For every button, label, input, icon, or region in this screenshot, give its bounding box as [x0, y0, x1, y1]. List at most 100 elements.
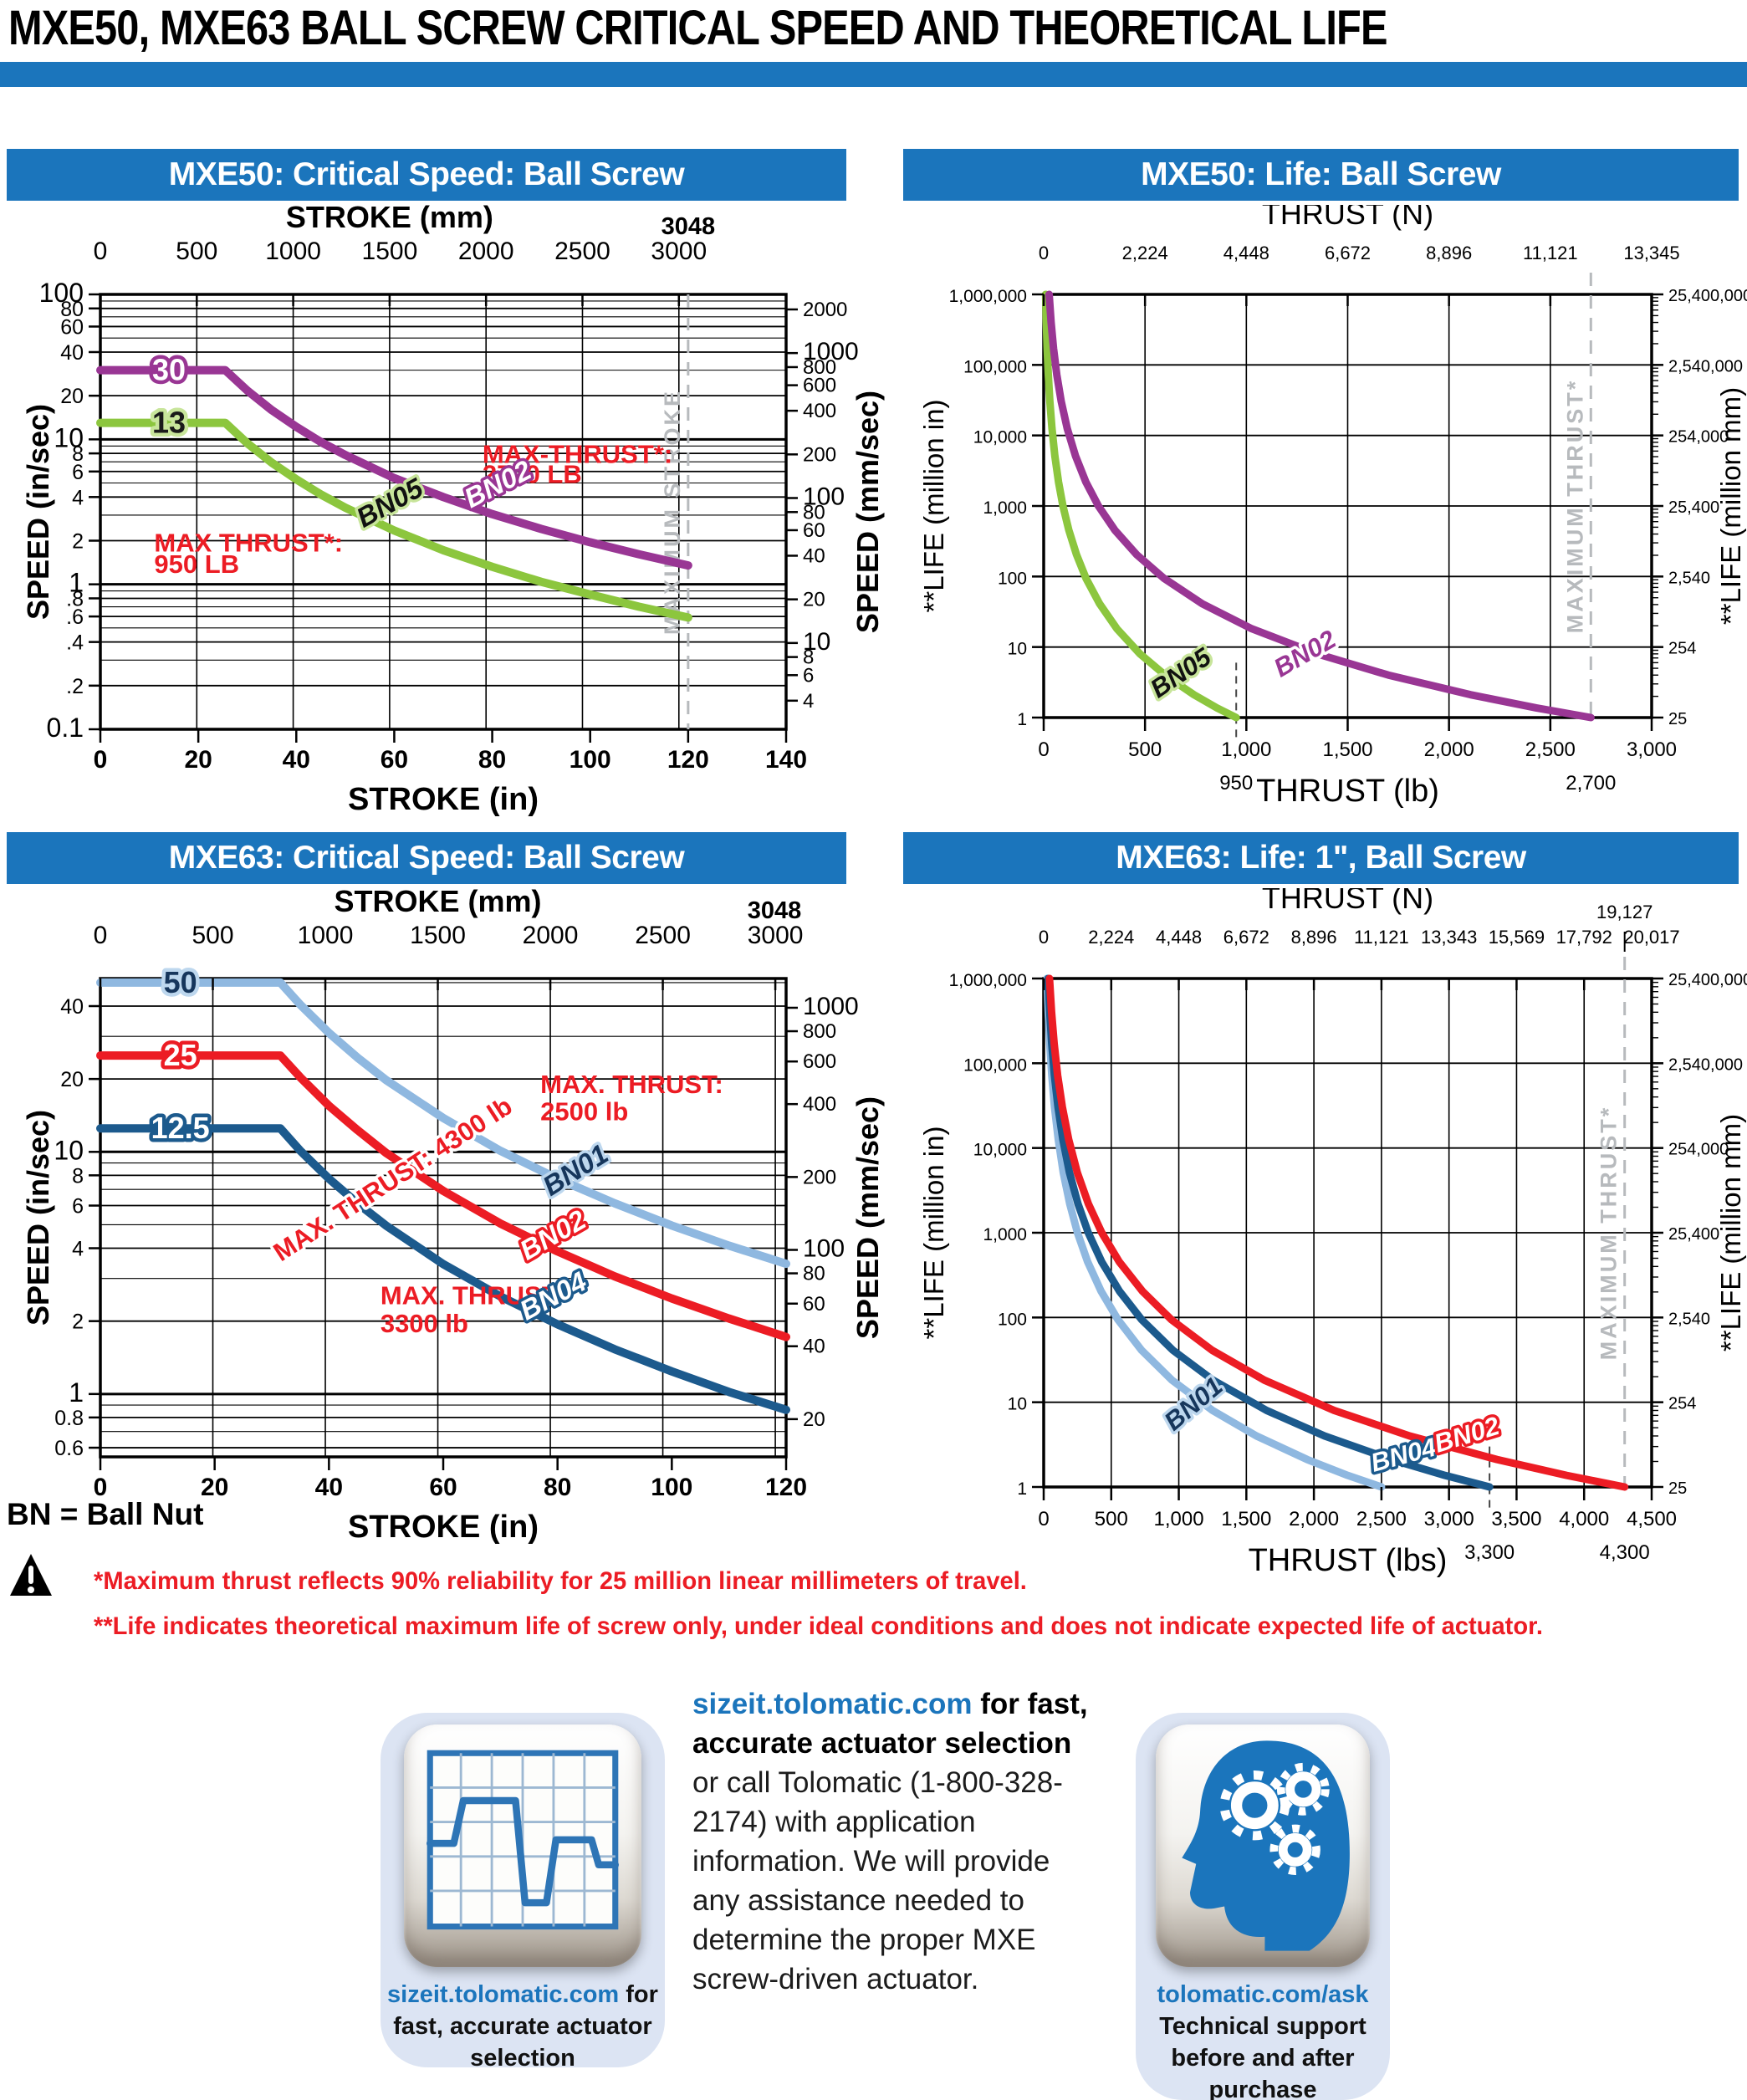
- svg-text:60: 60: [381, 746, 408, 774]
- svg-text:20: 20: [184, 746, 212, 774]
- svg-text:STROKE (mm): STROKE (mm): [286, 205, 493, 234]
- svg-text:2000: 2000: [523, 922, 579, 949]
- svg-text:6: 6: [72, 1195, 84, 1219]
- sizeit-link[interactable]: sizeit.tolomatic.com: [387, 1981, 620, 2008]
- svg-text:1,000: 1,000: [983, 1225, 1027, 1244]
- svg-text:100: 100: [998, 569, 1027, 588]
- svg-text:3,500: 3,500: [1491, 1508, 1541, 1530]
- svg-text:500: 500: [176, 238, 217, 265]
- svg-text:**LIFE (million mm): **LIFE (million mm): [1715, 1114, 1746, 1351]
- svg-text:MAX. THRUST:: MAX. THRUST:: [540, 1070, 723, 1099]
- svg-text:200: 200: [803, 443, 836, 466]
- svg-text:600: 600: [803, 375, 836, 397]
- svg-text:0.1: 0.1: [47, 713, 84, 743]
- svg-text:20: 20: [803, 589, 825, 611]
- svg-text:2,500: 2,500: [1525, 738, 1576, 761]
- svg-text:SPEED (mm/sec): SPEED (mm/sec): [851, 391, 885, 633]
- chart-header-label: MXE63: Critical Speed: Ball Screw: [168, 840, 685, 876]
- svg-text:60: 60: [60, 315, 84, 339]
- chart-mxe63-critical-speed: 50 25 12.5 0 500 1000 1500 2000 2500 3000 STROKE (…: [21, 888, 885, 1545]
- svg-text:0.8: 0.8: [54, 1407, 84, 1430]
- svg-text:4,000: 4,000: [1559, 1508, 1609, 1530]
- svg-text:2,224: 2,224: [1088, 927, 1134, 948]
- svg-text:20: 20: [60, 1068, 84, 1091]
- svg-text:10: 10: [1008, 1395, 1027, 1414]
- page-title: MXE50, MXE63 BALL SCREW CRITICAL SPEED A…: [8, 1, 1387, 55]
- svg-text:100: 100: [39, 278, 84, 308]
- svg-text:2,000: 2,000: [1424, 738, 1474, 761]
- svg-text:2000: 2000: [458, 238, 514, 265]
- svg-text:1: 1: [1017, 710, 1027, 729]
- note-max-thrust: *Maximum thrust reflects 90% reliability…: [94, 1567, 1027, 1595]
- svg-text:15,569: 15,569: [1489, 927, 1545, 948]
- svg-text:30: 30: [152, 353, 186, 387]
- svg-text:25,400,000: 25,400,000: [1668, 287, 1747, 305]
- ask-caption: tolomatic.com/ask Technical support befo…: [1136, 1979, 1390, 2100]
- svg-text:950 LB: 950 LB: [154, 549, 239, 579]
- ask-promo-box: tolomatic.com/ask Technical support befo…: [1136, 1713, 1390, 2100]
- svg-text:BN05: BN05: [351, 472, 428, 534]
- svg-text:0.6: 0.6: [54, 1437, 84, 1460]
- svg-text:254,000: 254,000: [1668, 428, 1729, 447]
- svg-text:.8: .8: [66, 587, 84, 611]
- svg-text:2700 LB: 2700 LB: [483, 460, 582, 489]
- svg-text:20: 20: [60, 385, 84, 408]
- svg-text:2: 2: [72, 529, 84, 553]
- svg-text:120: 120: [667, 746, 709, 774]
- svg-text:SPEED (in/sec): SPEED (in/sec): [21, 1110, 55, 1326]
- svg-text:1000: 1000: [265, 238, 321, 265]
- svg-text:MAX. THRUST: 4300 lb: MAX. THRUST: 4300 lb: [268, 1091, 518, 1267]
- head-gears-glyph: [1182, 1740, 1350, 1951]
- svg-text:8,896: 8,896: [1426, 243, 1472, 263]
- ask-link[interactable]: tolomatic.com/ask: [1157, 1981, 1369, 2008]
- svg-text:0: 0: [1039, 927, 1049, 948]
- sizeit-key-icon: [404, 1724, 641, 1967]
- chart-header-mxe63-life: MXE63: Life: 1", Ball Screw: [903, 832, 1739, 884]
- svg-text:3,000: 3,000: [1424, 1508, 1474, 1530]
- svg-text:4: 4: [803, 690, 814, 713]
- svg-text:1,000,000: 1,000,000: [949, 287, 1027, 306]
- svg-text:1500: 1500: [362, 238, 418, 265]
- svg-text:10: 10: [54, 1135, 84, 1165]
- svg-text:2,224: 2,224: [1122, 243, 1168, 263]
- svg-text:0: 0: [1039, 243, 1049, 263]
- svg-text:40: 40: [315, 1474, 343, 1501]
- svg-text:25: 25: [1668, 1479, 1687, 1498]
- svg-text:500: 500: [192, 922, 233, 949]
- sizeit-link-inline[interactable]: sizeit.tolomatic.com: [692, 1688, 973, 1720]
- svg-text:MAX-THRUST*:: MAX-THRUST*:: [483, 439, 672, 468]
- svg-text:25,400,000: 25,400,000: [1668, 971, 1747, 989]
- svg-text:100: 100: [570, 746, 611, 774]
- svg-text:8: 8: [72, 1164, 84, 1188]
- chart-key-glyph: [426, 1750, 620, 1930]
- svg-text:MAX. THRUST:: MAX. THRUST:: [381, 1280, 564, 1310]
- svg-text:40: 40: [283, 746, 310, 774]
- svg-text:1: 1: [69, 1377, 84, 1408]
- svg-text:500: 500: [1128, 738, 1162, 761]
- svg-text:254: 254: [1668, 1395, 1696, 1413]
- svg-text:3048: 3048: [748, 897, 802, 924]
- svg-text:2,700: 2,700: [1566, 772, 1616, 795]
- svg-text:400: 400: [803, 400, 836, 422]
- chart-mxe63-life: MAXIMUM THRUST* 0 2,224 4,448 6,672 8,896 11,1…: [918, 888, 1747, 1578]
- svg-text:8,896: 8,896: [1291, 927, 1337, 948]
- svg-text:THRUST (N): THRUST (N): [1262, 205, 1433, 231]
- ball-nut-legend: BN = Ball Nut: [7, 1497, 204, 1531]
- svg-text:10,000: 10,000: [973, 1141, 1027, 1160]
- chart-header-mxe50-life: MXE50: Life: Ball Screw: [903, 149, 1739, 201]
- svg-text:1: 1: [69, 568, 84, 598]
- svg-text:600: 600: [803, 1050, 836, 1073]
- svg-text:1,500: 1,500: [1322, 738, 1372, 761]
- svg-text:BN02: BN02: [459, 454, 537, 514]
- svg-text:STROKE (in): STROKE (in): [348, 782, 539, 817]
- svg-text:60: 60: [803, 519, 825, 542]
- svg-text:40: 40: [60, 341, 84, 365]
- svg-text:BN02: BN02: [1431, 1411, 1503, 1459]
- chart-header-mxe50-critical-speed: MXE50: Critical Speed: Ball Screw: [7, 149, 846, 201]
- svg-text:STROKE (in): STROKE (in): [348, 1510, 539, 1545]
- svg-text:10: 10: [54, 422, 84, 452]
- svg-text:80: 80: [60, 298, 84, 321]
- svg-text:140: 140: [765, 746, 807, 774]
- svg-text:80: 80: [803, 1263, 825, 1285]
